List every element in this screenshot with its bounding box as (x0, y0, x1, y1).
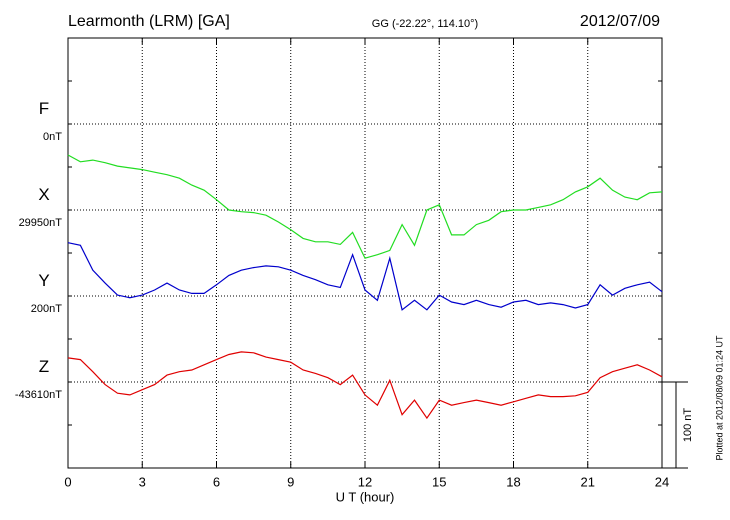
x-tick-label: 3 (139, 474, 146, 489)
x-axis-label: U T (hour) (336, 489, 395, 504)
chart-date: 2012/07/09 (580, 13, 660, 30)
x-tick-label: 18 (506, 474, 520, 489)
footnote: Plotted at 2012/08/09 01:24 UT (714, 335, 724, 461)
x-tick-label: 9 (287, 474, 294, 489)
series-name: F (39, 99, 49, 118)
x-tick-label: 15 (432, 474, 446, 489)
series-baseline-label: 200nT (31, 303, 62, 315)
x-tick-label: 21 (581, 474, 595, 489)
x-tick-label: 12 (358, 474, 372, 489)
x-tick-label: 0 (64, 474, 71, 489)
x-tick-label: 6 (213, 474, 220, 489)
series-line (67, 242, 663, 311)
series-baseline-label: 0nT (43, 131, 62, 143)
series-baseline-label: 29950nT (19, 217, 63, 229)
series-baseline-label: -43610nT (15, 389, 62, 401)
x-tick-label: 24 (655, 474, 669, 489)
series-line (67, 351, 663, 420)
scale-label: 100 nT (682, 408, 694, 443)
series-line (67, 154, 663, 259)
series-name: X (38, 185, 49, 204)
series-name: Y (38, 271, 49, 290)
chart-title: Learmonth (LRM) [GA] (68, 13, 230, 30)
series-name: Z (39, 357, 49, 376)
chart-subtitle: GG (-22.22°, 114.10°) (372, 18, 478, 30)
